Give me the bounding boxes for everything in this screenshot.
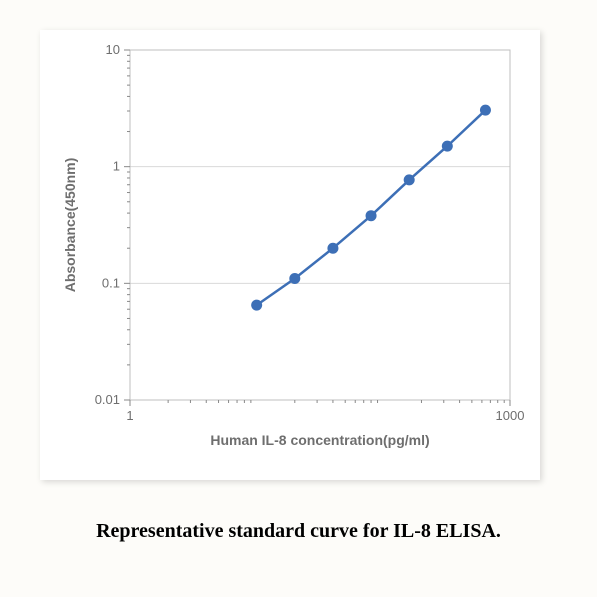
caption-text: Representative standard curve for IL-8 E… <box>0 520 597 543</box>
chart-svg: 0.01 0.1 1 10 1 1000 Human IL-8 concentration(… <box>40 30 540 480</box>
chart-container: 0.01 0.1 1 10 1 1000 Human IL-8 concentration(… <box>0 0 597 500</box>
svg-text:0.01: 0.01 <box>95 392 120 407</box>
svg-text:Human IL-8 concentration(pg/ml: Human IL-8 concentration(pg/ml) <box>210 432 429 448</box>
svg-text:Absorbance(450nm): Absorbance(450nm) <box>62 158 78 293</box>
chart-box: 0.01 0.1 1 10 1 1000 Human IL-8 concentration(… <box>40 30 540 480</box>
svg-text:10: 10 <box>106 42 120 57</box>
svg-text:1: 1 <box>113 159 120 174</box>
svg-text:1: 1 <box>126 408 133 423</box>
svg-text:0.1: 0.1 <box>102 275 120 290</box>
svg-text:1000: 1000 <box>496 408 525 423</box>
